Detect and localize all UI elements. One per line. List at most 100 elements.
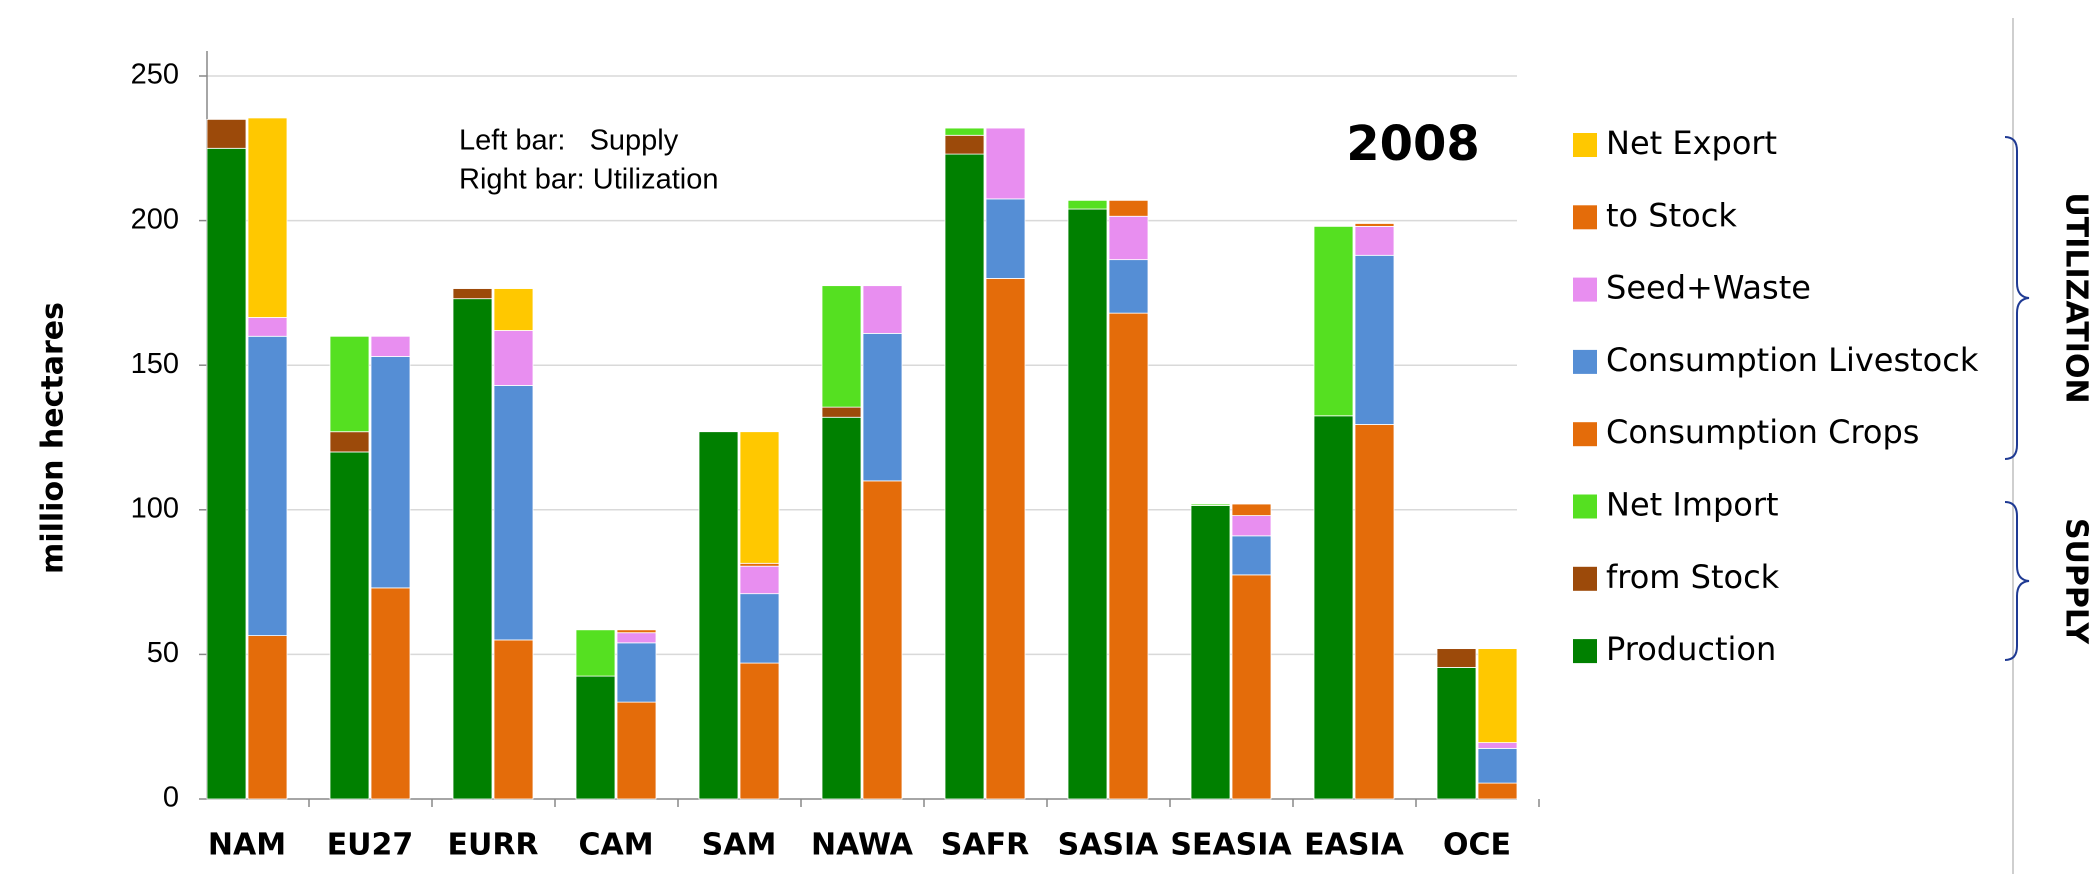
bar-segment bbox=[1436, 648, 1477, 668]
bar-segment bbox=[1108, 312, 1149, 800]
bracket-label: UTILIZATION bbox=[2059, 192, 2094, 403]
legend-label: to Stock bbox=[1606, 196, 1737, 234]
legend-swatch bbox=[1573, 566, 1597, 591]
y-tick-label: 200 bbox=[131, 203, 179, 235]
bar-segment bbox=[247, 335, 288, 637]
bar-segment bbox=[493, 385, 534, 641]
x-tick-label: SEASIA bbox=[1170, 828, 1292, 863]
bar-segment bbox=[370, 335, 411, 357]
bar-segment bbox=[206, 147, 247, 800]
legend-label: Production bbox=[1606, 630, 1776, 668]
bar-segment bbox=[247, 635, 288, 800]
bracket-label: SUPPLY bbox=[2059, 518, 2094, 645]
bar-segment bbox=[1354, 225, 1395, 256]
y-tick-label: 150 bbox=[131, 348, 179, 380]
bar-segment bbox=[329, 451, 370, 800]
y-tick-label: 100 bbox=[131, 492, 179, 524]
x-tick-label: EU27 bbox=[327, 828, 414, 863]
bar-segment bbox=[985, 198, 1026, 279]
bar-segment bbox=[739, 431, 780, 564]
bar-segment bbox=[1477, 742, 1518, 749]
bar-segment bbox=[452, 298, 493, 800]
bar-segment bbox=[1231, 503, 1272, 516]
bar-segment bbox=[1436, 667, 1477, 800]
bar-segment bbox=[1313, 225, 1354, 417]
bar-segment bbox=[616, 701, 657, 800]
legend-swatch bbox=[1573, 133, 1597, 157]
legend-label: Consumption Crops bbox=[1606, 413, 1919, 451]
bar-segment bbox=[821, 285, 862, 408]
x-tick-label: NAM bbox=[208, 828, 286, 863]
bar-segment bbox=[862, 285, 903, 334]
bar-segment bbox=[739, 662, 780, 800]
chart-title: 2008 bbox=[1346, 116, 1480, 172]
bar-segment bbox=[1477, 782, 1518, 800]
x-tick-label: SAM bbox=[702, 828, 777, 863]
bar-segment bbox=[1477, 648, 1518, 744]
bar-segment bbox=[329, 431, 370, 453]
bar-segment bbox=[247, 117, 288, 318]
bracket bbox=[2004, 136, 2030, 460]
x-tick-label: SAFR bbox=[941, 828, 1029, 863]
bar-segment bbox=[1190, 503, 1231, 506]
legend-swatch bbox=[1573, 277, 1597, 302]
bar-segment bbox=[944, 153, 985, 800]
bar-segment bbox=[739, 593, 780, 664]
bar-segment bbox=[1354, 424, 1395, 800]
y-tick-label: 0 bbox=[163, 782, 179, 814]
note: Left bar: Supply bbox=[459, 125, 679, 157]
x-tick-label: SASIA bbox=[1058, 828, 1160, 863]
note: Right bar: Utilization bbox=[459, 164, 719, 196]
legend-swatch bbox=[1573, 205, 1597, 230]
bar-segment bbox=[452, 288, 493, 300]
legend-label: Net Export bbox=[1606, 124, 1777, 162]
bar-segment bbox=[575, 629, 616, 677]
bar-segment bbox=[206, 118, 247, 149]
x-tick-label: OCE bbox=[1443, 828, 1511, 863]
bar-segment bbox=[985, 278, 1026, 800]
bar-segment bbox=[370, 356, 411, 589]
x-tick-label: EASIA bbox=[1304, 828, 1404, 863]
legend-label: Net Import bbox=[1606, 486, 1779, 524]
bar-segment bbox=[1354, 223, 1395, 227]
legend-label: from Stock bbox=[1606, 558, 1780, 596]
bar-segment bbox=[1190, 505, 1231, 800]
bar-segment bbox=[616, 632, 657, 644]
bar-segment bbox=[1313, 415, 1354, 800]
bar-segment bbox=[1108, 199, 1149, 217]
bar-segment bbox=[493, 330, 534, 386]
bar-segment bbox=[698, 431, 739, 800]
bar-segment bbox=[739, 562, 780, 567]
bar-segment bbox=[1354, 254, 1395, 425]
bar-segment bbox=[329, 335, 370, 433]
bar-segment bbox=[1108, 259, 1149, 314]
bar-segment bbox=[247, 317, 288, 337]
bar-segment bbox=[370, 587, 411, 800]
y-tick-label: 50 bbox=[147, 637, 179, 669]
legend-swatch bbox=[1573, 422, 1597, 447]
bar-segment bbox=[1231, 574, 1272, 800]
bar-segment bbox=[739, 565, 780, 595]
x-tick-label: NAWA bbox=[811, 828, 914, 863]
legend-swatch bbox=[1573, 349, 1597, 374]
bar-segment bbox=[862, 332, 903, 482]
bar-segment bbox=[616, 629, 657, 634]
legend-label: Consumption Livestock bbox=[1606, 341, 1979, 379]
bar-segment bbox=[1108, 215, 1149, 261]
bar-segment bbox=[821, 416, 862, 800]
bar-segment bbox=[616, 642, 657, 703]
bracket bbox=[2004, 501, 2030, 661]
bar-segment bbox=[944, 127, 985, 136]
bar-segment bbox=[1067, 199, 1108, 210]
x-tick-label: CAM bbox=[578, 828, 653, 863]
bar-segment bbox=[862, 480, 903, 800]
legend-label: Seed+Waste bbox=[1606, 269, 1811, 307]
bar-segment bbox=[821, 406, 862, 418]
bar-segment bbox=[575, 675, 616, 800]
bar-segment bbox=[1231, 535, 1272, 576]
bar-segment bbox=[985, 127, 1026, 200]
bar-segment bbox=[944, 134, 985, 155]
legend-swatch bbox=[1573, 494, 1597, 519]
x-tick-label: EURR bbox=[447, 828, 538, 863]
